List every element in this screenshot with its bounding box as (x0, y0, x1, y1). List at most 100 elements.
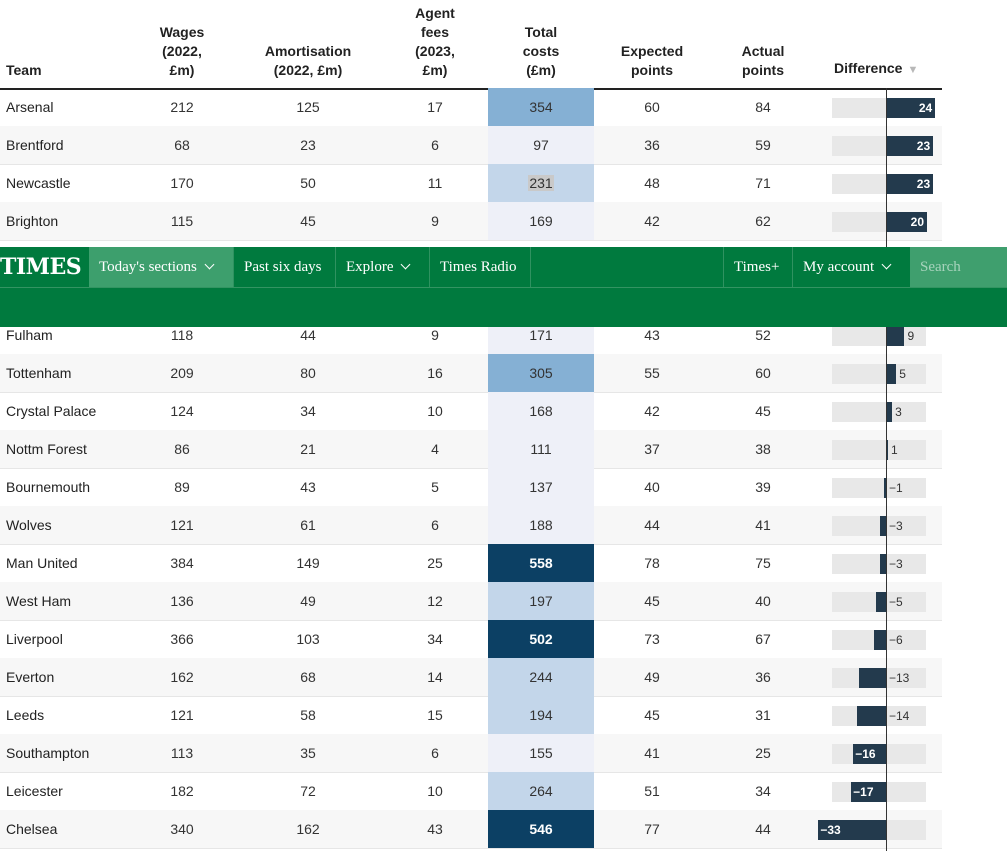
amortisation-cell: 23 (300, 137, 316, 153)
difference-bar (883, 478, 886, 498)
wages-cell: 68 (174, 137, 190, 153)
team-name: Leeds (6, 707, 45, 723)
difference-track (832, 364, 926, 384)
wages-cell: 136 (170, 593, 194, 609)
total-costs-value: 137 (529, 479, 553, 495)
total-costs-cell: 137 (488, 468, 594, 506)
header-team[interactable]: Team (6, 62, 42, 78)
header-wages[interactable]: Wages (2022, £m) (159, 24, 205, 78)
actual-cell: 39 (755, 479, 771, 495)
header-agent-fees[interactable]: Agent fees (2023, £m) (415, 5, 455, 78)
expected-cell: 42 (644, 213, 660, 229)
table-row: Arsenal 212 125 17 60 84 354 24 (0, 88, 942, 127)
wages-cell: 170 (170, 175, 194, 191)
table-row: Nottm Forest 86 21 4 37 38 111 1 (0, 430, 942, 469)
times-logo[interactable]: TIMES (0, 254, 82, 280)
total-costs-value: 169 (529, 213, 553, 229)
table-row: West Ham 136 49 12 45 40 197 −5 (0, 582, 942, 621)
nav-times-radio[interactable]: Times Radio (430, 247, 531, 287)
table-row: Leeds 121 58 15 45 31 194 −14 (0, 696, 942, 735)
amortisation-cell: 58 (300, 707, 316, 723)
table-row: Southampton 113 35 6 41 25 155 −16 (0, 734, 942, 773)
difference-label: 5 (899, 367, 906, 381)
nav-todays-sections[interactable]: Today's sections (89, 247, 234, 287)
total-costs-cell: 111 (488, 430, 594, 468)
expected-cell: 44 (644, 517, 660, 533)
actual-cell: 52 (755, 327, 771, 343)
header-difference[interactable]: Difference ▼ (834, 60, 919, 76)
total-costs-cell: 168 (488, 392, 594, 430)
team-name: Man United (6, 555, 78, 571)
total-costs-value: 188 (529, 517, 553, 533)
difference-track (832, 440, 926, 460)
difference-label: −16 (855, 747, 876, 761)
total-costs-cell: 244 (488, 658, 594, 696)
difference-bar (818, 820, 886, 840)
team-name: Southampton (6, 745, 90, 761)
total-costs-value: 546 (529, 821, 553, 837)
total-costs-value: 502 (529, 631, 553, 647)
nav-my-account[interactable]: My account (793, 247, 910, 287)
amortisation-cell: 149 (296, 555, 320, 571)
nav-times-plus[interactable]: Times+ (723, 247, 793, 287)
total-costs-value: 155 (529, 745, 553, 761)
difference-label: 24 (918, 101, 933, 115)
agent-fees-cell: 34 (427, 631, 443, 647)
actual-cell: 71 (755, 175, 771, 191)
amortisation-cell: 80 (300, 365, 316, 381)
difference-label: 1 (891, 443, 898, 457)
actual-cell: 34 (755, 783, 771, 799)
nav-primary-row: TIMES Today's sections Past six days Exp… (0, 247, 1007, 288)
wages-cell: 121 (170, 517, 194, 533)
search-input[interactable] (910, 247, 1007, 287)
table-row: Everton 162 68 14 49 36 244 −13 (0, 658, 942, 697)
actual-cell: 31 (755, 707, 771, 723)
table-header: Team Wages (2022, £m) Amortisation (2022… (0, 0, 942, 90)
nav-past-six-days[interactable]: Past six days (234, 247, 336, 287)
amortisation-cell: 49 (300, 593, 316, 609)
agent-fees-cell: 6 (431, 137, 439, 153)
total-costs-cell: 558 (488, 544, 594, 582)
actual-cell: 62 (755, 213, 771, 229)
total-costs-value: 354 (529, 99, 553, 115)
total-costs-value: 231 (528, 175, 554, 191)
total-costs-cell: 97 (488, 126, 594, 164)
expected-cell: 48 (644, 175, 660, 191)
nav-explore[interactable]: Explore (336, 247, 430, 287)
team-name: West Ham (6, 593, 72, 609)
wages-cell: 86 (174, 441, 190, 457)
amortisation-cell: 61 (300, 517, 316, 533)
agent-fees-cell: 11 (427, 175, 443, 191)
times-navigation-bar: TIMES Today's sections Past six days Exp… (0, 247, 1007, 327)
total-costs-cell: 305 (488, 354, 594, 392)
wages-cell: 113 (170, 745, 194, 761)
actual-cell: 60 (755, 365, 771, 381)
wages-cell: 384 (170, 555, 194, 571)
difference-label: −6 (889, 633, 903, 647)
difference-label: 23 (916, 139, 931, 153)
sort-down-icon[interactable]: ▼ (907, 64, 919, 76)
total-costs-value: 194 (529, 707, 553, 723)
team-name: Chelsea (6, 821, 58, 837)
amortisation-cell: 45 (300, 213, 316, 229)
difference-label: 20 (910, 215, 924, 229)
header-amortisation[interactable]: Amortisation (2022, £m) (264, 43, 352, 78)
actual-cell: 38 (755, 441, 771, 457)
agent-fees-cell: 10 (427, 403, 443, 419)
difference-label: 3 (895, 405, 902, 419)
wages-cell: 121 (170, 707, 194, 723)
table-row: Man United 384 149 25 78 75 558 −3 (0, 544, 942, 583)
actual-cell: 41 (755, 517, 771, 533)
amortisation-cell: 44 (300, 327, 316, 343)
actual-cell: 67 (755, 631, 771, 647)
header-total-costs[interactable]: Total costs (£m) (522, 24, 560, 78)
agent-fees-cell: 14 (427, 669, 443, 685)
header-expected-points[interactable]: Expected points (620, 43, 684, 78)
total-costs-value: 111 (530, 441, 552, 457)
total-costs-cell: 155 (488, 734, 594, 772)
amortisation-cell: 162 (296, 821, 320, 837)
amortisation-cell: 72 (300, 783, 316, 799)
wages-cell: 89 (174, 479, 190, 495)
header-actual-points[interactable]: Actual points (741, 43, 785, 78)
agent-fees-cell: 6 (431, 517, 439, 533)
